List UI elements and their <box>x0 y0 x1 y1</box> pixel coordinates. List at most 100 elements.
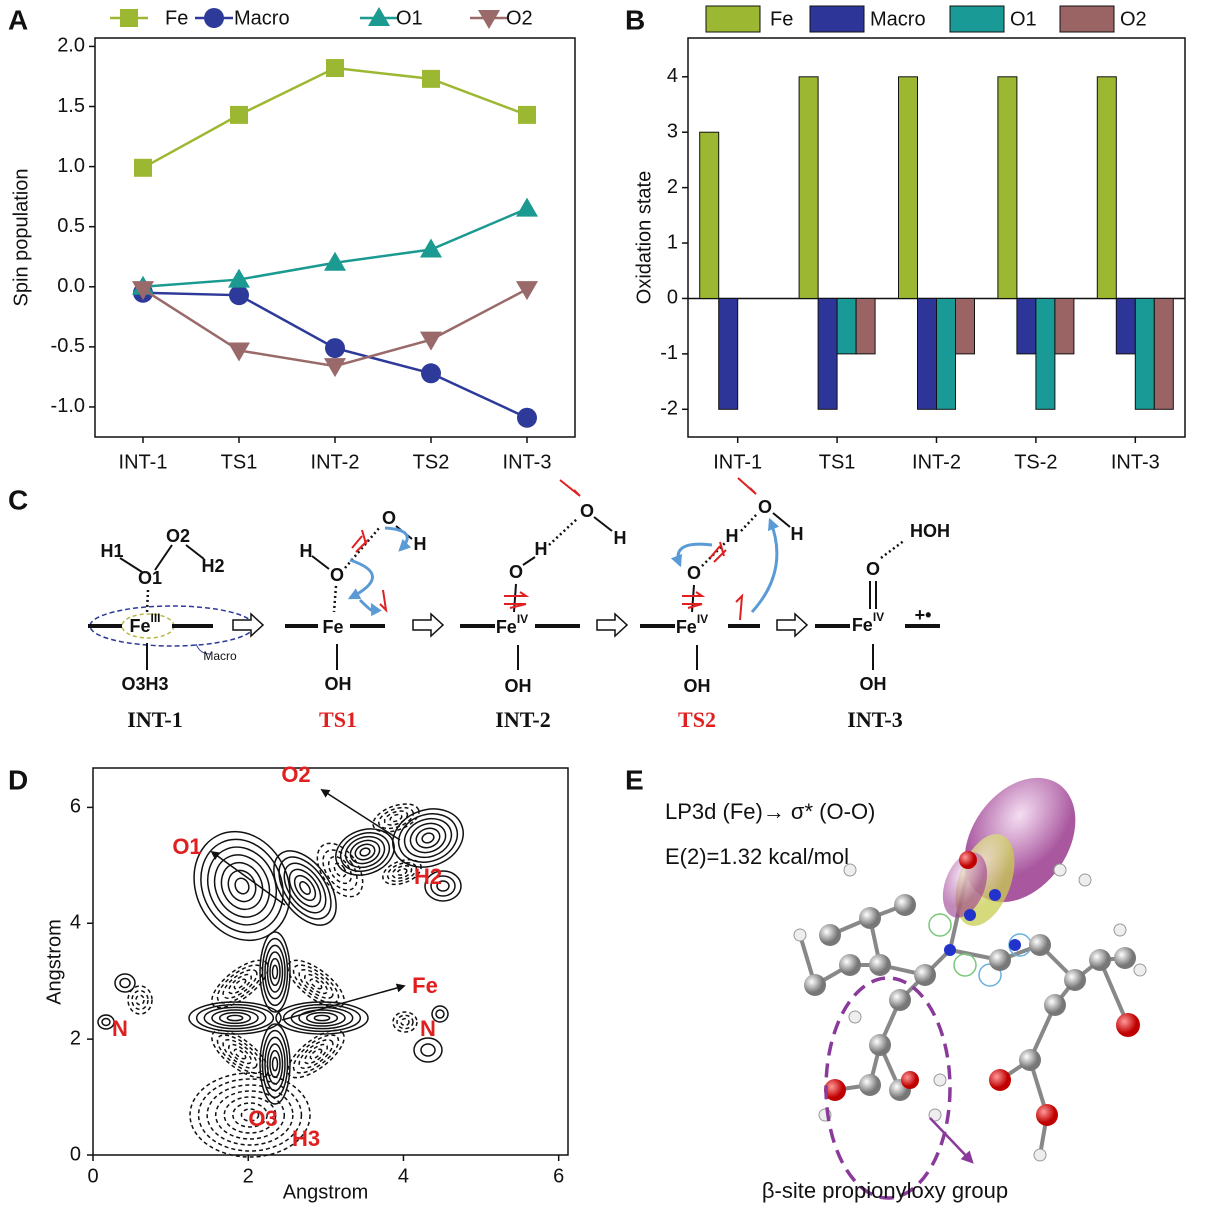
contour <box>271 964 279 980</box>
contour <box>259 931 291 1013</box>
bar <box>997 76 1018 299</box>
contour <box>97 1014 115 1030</box>
contour <box>383 810 409 826</box>
atom <box>1044 994 1066 1016</box>
y-tick-label: 2 <box>70 1027 81 1049</box>
y-tick-label: 0.0 <box>57 275 85 297</box>
atom-label: O <box>866 559 880 579</box>
atom-label: FeIV <box>496 612 528 637</box>
contour <box>233 978 247 990</box>
bar <box>917 297 937 410</box>
atom-label: H2 <box>201 556 224 576</box>
marker <box>517 407 537 428</box>
contour <box>298 969 334 999</box>
atom-label: H <box>791 524 804 544</box>
oxidation-superscript: IV <box>517 612 528 626</box>
bar <box>1153 297 1174 410</box>
contour <box>435 1009 445 1019</box>
energy-label: E(2)=1.32 kcal/mol <box>665 844 849 869</box>
legend-label: O1 <box>1010 8 1037 30</box>
x-tick-label: TS-2 <box>1014 451 1057 473</box>
x-tick-label: 0 <box>87 1165 98 1187</box>
x-tick-label: 6 <box>553 1165 564 1187</box>
element: Fe <box>129 616 150 636</box>
atom-label: H <box>300 541 313 561</box>
marker <box>230 105 248 124</box>
atom <box>989 1069 1011 1091</box>
atom <box>824 1079 846 1101</box>
atom <box>933 1073 947 1087</box>
contour <box>227 869 257 903</box>
contour <box>421 832 435 844</box>
marker <box>325 338 345 359</box>
y-tick-label: -0.5 <box>51 335 85 357</box>
contour <box>269 957 281 987</box>
contour <box>403 817 453 859</box>
caption: β-site propionyloxy group <box>762 1178 1008 1203</box>
atom-label: OH <box>505 676 532 696</box>
legend-label: Fe <box>770 8 793 30</box>
contour <box>309 1048 323 1060</box>
marker <box>368 7 390 26</box>
atom <box>843 863 857 877</box>
contour <box>396 868 408 876</box>
marker <box>326 59 344 78</box>
legend-swatch <box>949 5 1005 33</box>
bar <box>855 297 876 355</box>
legend-label: Macro <box>234 7 290 29</box>
pointer-arrow <box>929 1117 974 1164</box>
atom <box>1089 949 1111 971</box>
atom <box>901 1071 919 1089</box>
contour <box>305 1011 339 1025</box>
legend-label: O2 <box>506 7 533 29</box>
contour <box>203 1006 267 1030</box>
contour <box>223 1096 277 1134</box>
contour <box>354 843 376 861</box>
contour <box>327 855 353 885</box>
legend-swatch <box>809 5 865 33</box>
y-tick-label: 1 <box>667 231 678 253</box>
contour <box>195 1003 275 1033</box>
bar <box>1115 297 1136 355</box>
bar <box>1096 76 1117 299</box>
contour <box>389 813 403 823</box>
contour <box>227 1043 253 1065</box>
y-tick-label: 6 <box>70 796 81 818</box>
atom-label: O <box>509 562 523 582</box>
marker <box>420 331 442 351</box>
atom-label: H <box>535 539 548 559</box>
contour <box>391 865 413 879</box>
contour <box>392 1011 418 1033</box>
bar <box>1035 297 1056 410</box>
x-tick-label: INT-1 <box>713 451 762 473</box>
legend-swatch <box>1059 5 1115 33</box>
marker <box>132 281 154 301</box>
marker <box>422 69 440 88</box>
plot-frame <box>94 37 576 438</box>
contour <box>378 806 414 830</box>
contour <box>227 973 253 995</box>
x-tick-label: 4 <box>398 1165 409 1187</box>
contour <box>335 828 395 876</box>
contour <box>135 994 145 1006</box>
atom-label: FeIV <box>852 610 884 635</box>
contour <box>197 1078 303 1152</box>
contour <box>420 1043 436 1057</box>
contour <box>278 856 332 920</box>
contour <box>216 1034 264 1074</box>
atom <box>914 964 936 986</box>
pointer-arrow <box>281 983 406 1021</box>
atom-label: O3H3 <box>121 674 168 694</box>
y-tick-label: 2 <box>667 176 678 198</box>
contour <box>400 1017 410 1027</box>
atom <box>1019 1049 1041 1071</box>
atom-label: O <box>758 497 772 517</box>
contour <box>313 1014 331 1022</box>
contour <box>372 803 420 833</box>
x-tick-label: INT-2 <box>912 451 961 473</box>
y-axis-label: Spin population <box>10 169 32 307</box>
marker <box>204 8 224 28</box>
atom <box>1009 939 1021 951</box>
panel-label: C <box>8 484 28 515</box>
contour <box>101 1017 111 1027</box>
